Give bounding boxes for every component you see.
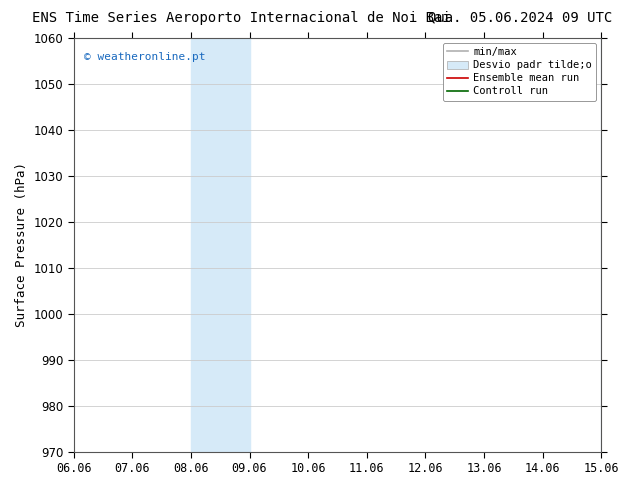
Bar [191, 38, 250, 452]
Legend: min/max, Desvio padr tilde;o, Ensemble mean run, Controll run: min/max, Desvio padr tilde;o, Ensemble m… [443, 43, 596, 100]
Text: © weatheronline.pt: © weatheronline.pt [84, 52, 206, 62]
Text: ENS Time Series Aeroporto Internacional de Noi Bai: ENS Time Series Aeroporto Internacional … [32, 11, 450, 25]
Text: Qua. 05.06.2024 09 UTC: Qua. 05.06.2024 09 UTC [428, 11, 612, 25]
Bar [601, 38, 634, 452]
Y-axis label: Surface Pressure (hPa): Surface Pressure (hPa) [15, 162, 28, 327]
